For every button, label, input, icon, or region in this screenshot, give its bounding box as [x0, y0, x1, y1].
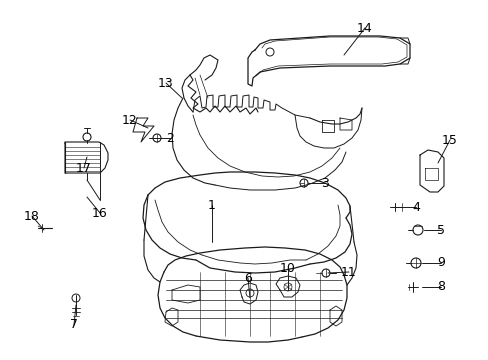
Text: 2: 2	[166, 131, 174, 144]
Text: 11: 11	[341, 266, 356, 279]
Text: 5: 5	[436, 224, 444, 237]
Text: 8: 8	[436, 280, 444, 293]
Text: 7: 7	[70, 319, 78, 332]
Text: 13: 13	[158, 77, 174, 90]
Text: 3: 3	[321, 176, 328, 189]
Text: 17: 17	[76, 162, 92, 175]
Text: 1: 1	[207, 198, 216, 212]
Text: 15: 15	[441, 134, 457, 147]
Text: 12: 12	[122, 113, 138, 126]
Text: 14: 14	[356, 22, 372, 35]
Text: 16: 16	[92, 207, 108, 220]
Text: 6: 6	[244, 271, 251, 284]
Text: 18: 18	[24, 210, 40, 222]
Text: 4: 4	[411, 201, 419, 213]
Text: 10: 10	[280, 261, 295, 274]
Text: 9: 9	[436, 256, 444, 270]
